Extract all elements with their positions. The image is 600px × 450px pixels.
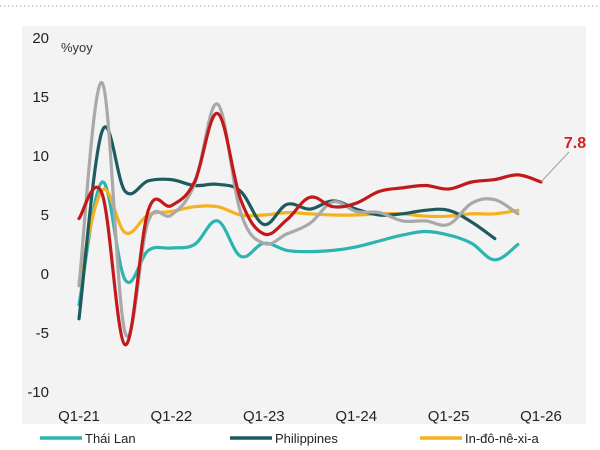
y-tick-label: 15 [32, 89, 49, 106]
x-tick-label: Q1-23 [243, 408, 285, 425]
y-tick-label: 5 [41, 207, 49, 224]
y-unit-label: %yoy [61, 40, 93, 55]
series-line-4 [77, 81, 520, 338]
legend-label: In-đô-nê-xi-a [465, 431, 539, 446]
annotation-leader [540, 151, 570, 183]
y-axis: 20 15 10 5 0 -5 -10 [27, 30, 49, 401]
y-tick-label: 0 [41, 266, 49, 283]
y-tick-label: 20 [32, 30, 49, 47]
x-axis: Q1-21 Q1-22 Q1-23 Q1-24 Q1-25 Q1-26 [58, 408, 562, 425]
x-tick-label: Q1-21 [58, 408, 100, 425]
x-tick-label: Q1-25 [428, 408, 470, 425]
x-tick-label: Q1-22 [151, 408, 193, 425]
annotation-label: 7.8 [564, 135, 586, 152]
annotations: 7.8 [540, 135, 586, 183]
y-tick-label: -5 [36, 325, 49, 342]
legend-label: Thái Lan [85, 431, 136, 446]
y-tick-label: 10 [32, 148, 49, 165]
x-tick-label: Q1-26 [520, 408, 562, 425]
series-line-1 [77, 125, 497, 321]
series-lines [77, 81, 543, 347]
y-tick-label: -10 [27, 384, 49, 401]
x-tick-label: Q1-24 [335, 408, 377, 425]
legend: Thái Lan Philippines In-đô-nê-xi-a [40, 431, 539, 446]
series-line-3 [77, 111, 543, 347]
legend-label: Philippines [275, 431, 338, 446]
